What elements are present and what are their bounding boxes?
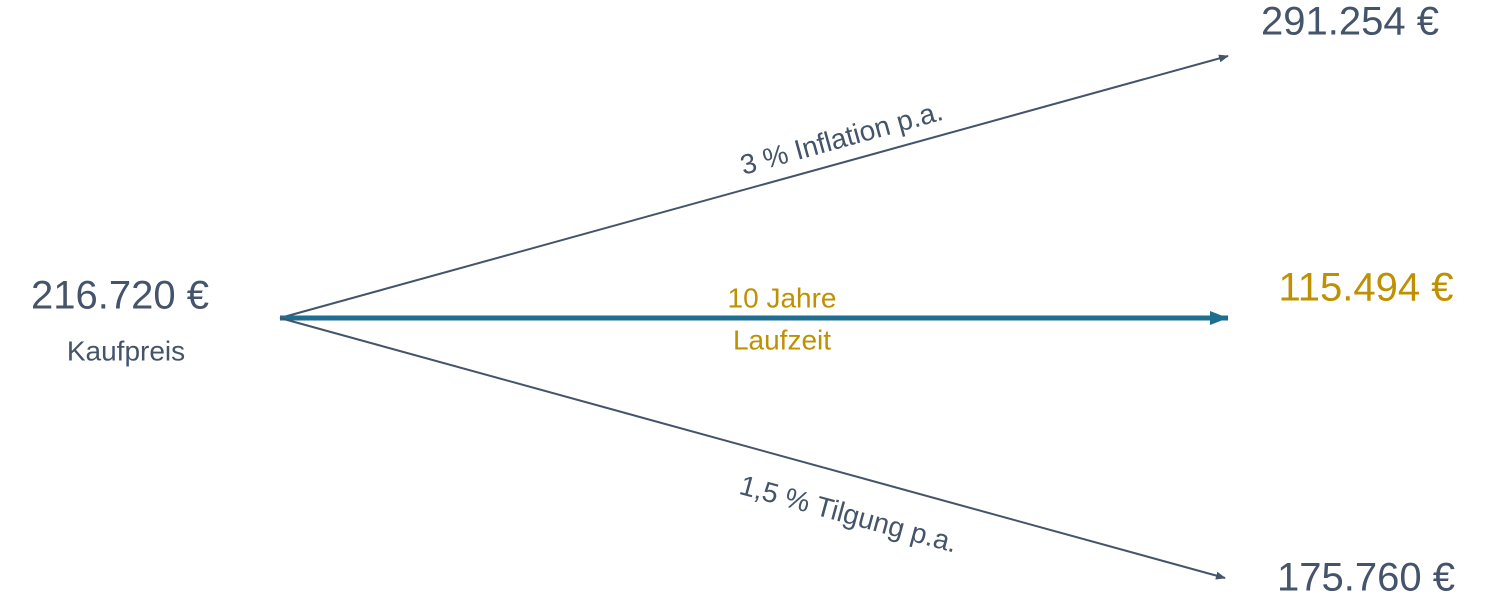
bottom-edge-label: 1,5 % Tilgung p.a. xyxy=(736,469,960,558)
arrow-bottom xyxy=(279,317,1226,580)
middle-edge-label-2: Laufzeit xyxy=(733,324,831,355)
middle-edge-label-1: 10 Jahre xyxy=(728,282,837,313)
middle-value: 115.494 € xyxy=(1279,266,1454,310)
bottom-value: 175.760 € xyxy=(1277,556,1455,600)
start-label: Kaufpreis xyxy=(67,335,185,366)
top-value: 291.254 € xyxy=(1261,0,1439,44)
top-edge-label: 3 % Inflation p.a. xyxy=(737,95,946,181)
arrow-top xyxy=(279,54,1229,319)
start-value: 216.720 € xyxy=(31,274,209,318)
